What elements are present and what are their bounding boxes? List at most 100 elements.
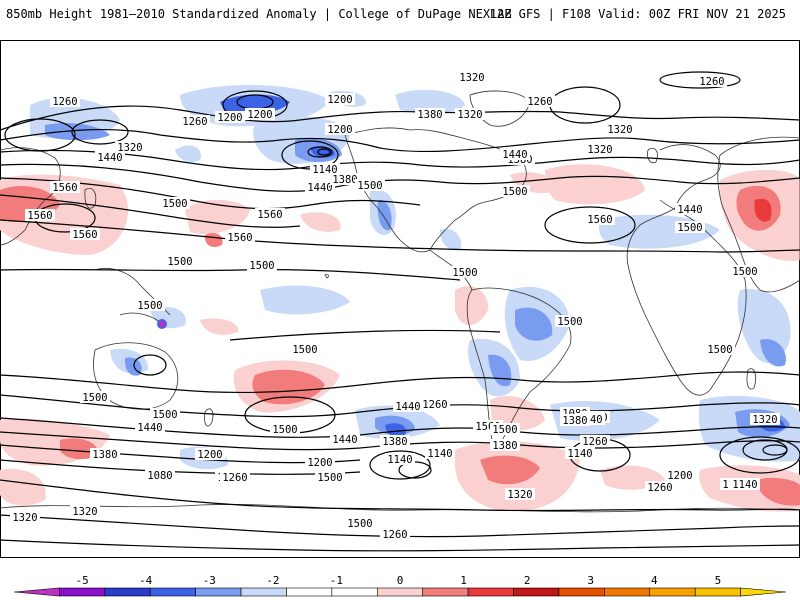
anomaly-region	[754, 198, 772, 222]
coastline	[0, 504, 800, 513]
contour-closed	[719, 436, 800, 474]
contour-label: 1440	[395, 401, 420, 413]
contour-label-bg	[385, 453, 415, 465]
contour-line	[0, 539, 800, 552]
contour-label: 1500	[492, 424, 517, 436]
colorbar-arrow-low	[13, 587, 60, 597]
anomaly-region	[545, 164, 645, 205]
coastline	[324, 273, 329, 279]
colorbar-tick-label: 1	[460, 574, 467, 587]
contour-label: 1200	[197, 449, 222, 461]
contour-label: 1380	[92, 449, 117, 461]
contour-label: 1560	[27, 210, 52, 222]
contour-label-bg	[525, 95, 555, 107]
coastline	[746, 368, 756, 390]
anomaly-region	[395, 89, 465, 114]
contour-label: 1200	[327, 124, 352, 136]
contour-closed	[317, 148, 331, 156]
contour-line	[0, 149, 800, 171]
contour-label-bg	[697, 75, 727, 87]
contour-line	[0, 371, 800, 394]
contour-label: 1320	[457, 109, 482, 121]
anomaly-region	[385, 423, 407, 437]
contour-label: 1560	[72, 229, 97, 241]
contour-line	[0, 514, 800, 538]
contour-label-bg	[290, 343, 320, 355]
contour-line	[0, 431, 800, 451]
contour-label-bg	[645, 481, 675, 493]
contour-label-bg	[70, 505, 100, 517]
colorbar-cells	[13, 587, 787, 597]
contour-label-bg	[665, 469, 695, 481]
contour-label-bg	[245, 108, 275, 120]
contour-label-bg	[585, 143, 615, 155]
contour-label: 1200	[247, 109, 272, 121]
colorbar-cell	[513, 587, 560, 597]
contour-label-bg	[225, 231, 255, 243]
coastline	[344, 127, 527, 253]
contour-label: 1500	[357, 180, 382, 192]
contour-label: 1320	[752, 414, 777, 426]
coastline	[717, 136, 800, 293]
anomaly-region	[510, 172, 556, 194]
contour-line	[0, 444, 361, 464]
contour-label-bg	[195, 448, 225, 460]
contour-label-bg	[135, 299, 165, 311]
contour-label: 1440	[307, 182, 332, 194]
contour-label-bg	[455, 108, 485, 120]
anomaly-region	[480, 455, 540, 485]
contour-label: 1260	[582, 436, 607, 448]
contour-label-bg	[145, 469, 175, 481]
contour-closed	[307, 146, 333, 158]
map-title: 850mb Height 1981–2010 Standardized Anom…	[6, 7, 512, 21]
colorbar-tick-label: 5	[715, 574, 722, 587]
contour-label: 1500	[732, 266, 757, 278]
contour-label-bg	[50, 95, 80, 107]
contour-label: 1260	[527, 96, 552, 108]
contour-label-bg	[180, 115, 210, 127]
contour-label-bg	[345, 517, 375, 529]
colorbar-tick-label: 2	[524, 574, 531, 587]
contour-label: 1260	[382, 529, 407, 541]
coastline	[626, 144, 747, 396]
contour-label-bg	[500, 185, 530, 197]
contour-label: 1500	[167, 256, 192, 268]
contour-label: 1500	[292, 344, 317, 356]
contour-label: 1380	[562, 415, 587, 427]
contour-label: 1140	[427, 448, 452, 460]
contour-label-bg	[565, 447, 595, 459]
contour-label: 1320	[459, 72, 484, 84]
contour-label: 1380	[492, 440, 517, 452]
contour-label: 1500	[452, 267, 477, 279]
contour-label-bg	[150, 408, 180, 420]
contour-label: 1500	[162, 198, 187, 210]
contour-label-bg	[325, 123, 355, 135]
contour-closed	[659, 71, 741, 89]
contour-label: 1380	[382, 436, 407, 448]
contour-label: 1560	[257, 209, 282, 221]
contour-label: 1560	[587, 214, 612, 226]
contour-label-bg	[95, 151, 125, 163]
contour-label-bg	[490, 439, 520, 451]
contour-label-bg	[380, 435, 410, 447]
anomaly-region	[490, 396, 545, 431]
contour-label-bg	[730, 478, 760, 490]
anomaly-region	[252, 369, 325, 405]
contour-label-bg	[165, 255, 195, 267]
storm-marker	[157, 319, 167, 329]
contour-closed	[369, 450, 431, 480]
markers	[157, 319, 167, 329]
contour-label-bg	[425, 447, 455, 459]
colorbar-cell	[694, 587, 741, 597]
anomaly-map[interactable]: 1320 126012601200120012001260120012601320…	[0, 40, 800, 558]
contour-label: 1500	[82, 392, 107, 404]
colorbar-cell	[558, 587, 605, 597]
contour-label: 1260	[52, 96, 77, 108]
contour-label: 1440	[137, 422, 162, 434]
contour-label-bg	[215, 111, 245, 123]
height-contours	[0, 71, 800, 552]
contour-label-bg	[415, 108, 445, 120]
contour-label: 1440	[97, 152, 122, 164]
contour-label: 1260	[222, 472, 247, 484]
contour-label-bg	[380, 528, 410, 540]
